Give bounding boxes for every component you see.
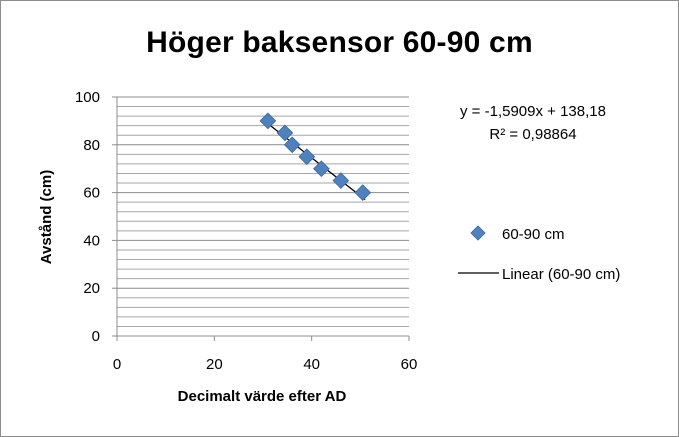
y-tick-label: 60	[83, 185, 100, 202]
legend-label-trendline: Linear (60-90 cm)	[502, 266, 620, 283]
data-point	[283, 136, 301, 154]
data-point	[298, 148, 316, 166]
legend-marker-diamond	[470, 225, 486, 241]
y-axis-title: Avstånd (cm)	[38, 170, 55, 264]
y-tick-label: 40	[83, 232, 100, 249]
tick-labels: 0 20 40 60 80 100 0 20 40 60	[75, 89, 417, 373]
trendline-equation: y = -1,5909x + 138,18	[460, 103, 606, 120]
x-tick-label: 60	[401, 356, 418, 373]
data-point	[313, 160, 330, 178]
y-tick-label: 100	[75, 89, 100, 106]
x-tick-label: 20	[206, 356, 223, 373]
y-tick-label: 20	[83, 280, 100, 297]
legend: 60-90 cm Linear (60-90 cm)	[458, 225, 620, 283]
data-points	[259, 112, 372, 201]
data-point	[276, 124, 294, 142]
x-tick-label: 0	[113, 356, 121, 373]
chart-title: Höger baksensor 60-90 cm	[146, 26, 533, 59]
gridlines	[117, 96, 409, 337]
legend-label-series: 60-90 cm	[502, 226, 565, 243]
trendline-r2: R² = 0,98864	[489, 126, 576, 143]
x-axis-title: Decimalt värde efter AD	[178, 388, 347, 405]
data-point	[259, 112, 277, 130]
axes	[112, 96, 410, 341]
y-tick-label: 0	[92, 328, 100, 345]
x-tick-label: 40	[303, 356, 320, 373]
data-point	[354, 184, 372, 201]
y-tick-label: 80	[83, 137, 100, 154]
data-point	[332, 172, 350, 189]
